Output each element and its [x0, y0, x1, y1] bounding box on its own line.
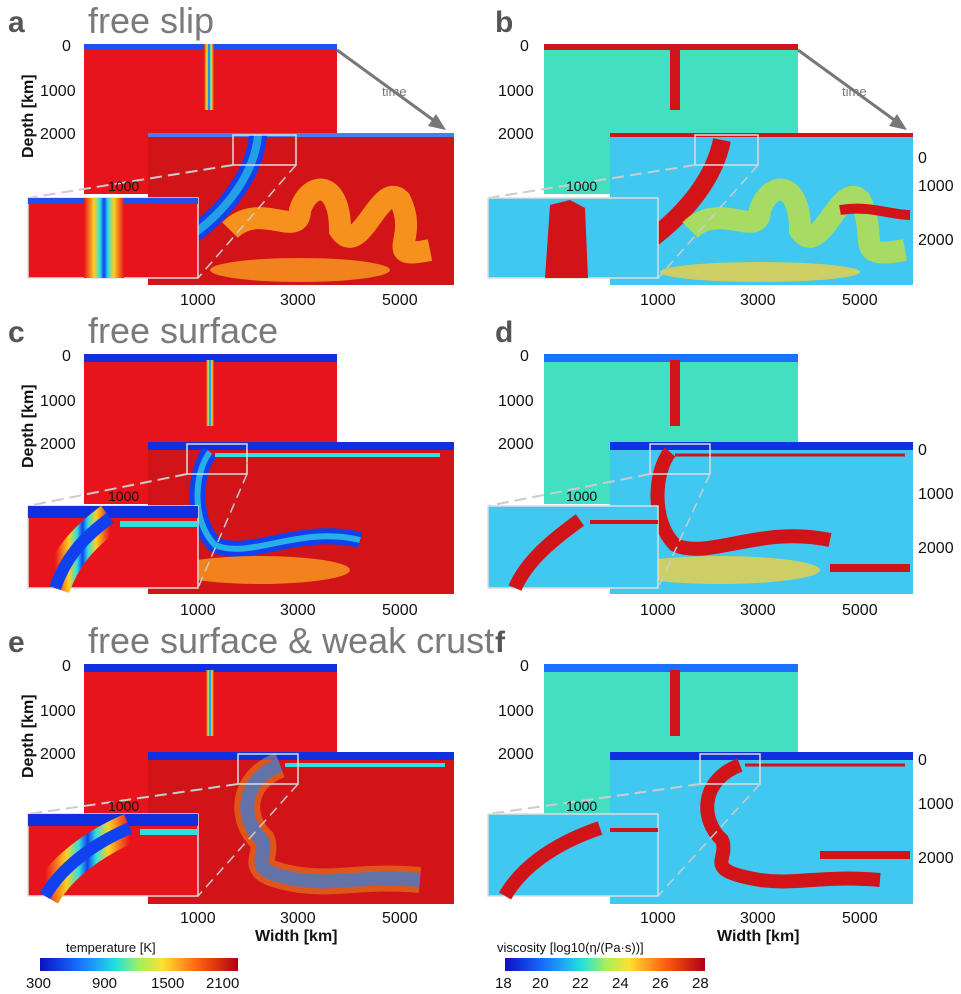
- temp-tick-2100: 2100: [206, 975, 240, 992]
- width-tick-b-5000: 5000: [842, 292, 878, 309]
- width-label-f: Width [km]: [717, 928, 800, 945]
- panel-f: [487, 664, 913, 904]
- panel-b: [487, 44, 913, 285]
- zoom-tick-f: 1000: [566, 798, 598, 814]
- depth-tick-c-1000: 1000: [40, 393, 76, 410]
- panel-a: [27, 44, 454, 285]
- right-tick-d-1000: 1000: [918, 486, 954, 503]
- depth-label-a: Depth [km]: [20, 74, 37, 158]
- depth-tick-c-2000: 2000: [40, 436, 76, 453]
- width-tick-c-3000: 3000: [280, 602, 316, 619]
- visc-tick-18: 18: [495, 975, 512, 992]
- depth-tick-a-1000: 1000: [40, 83, 76, 100]
- width-tick-a-1000: 1000: [180, 292, 216, 309]
- width-tick-f-1000: 1000: [640, 910, 676, 927]
- panel-letter-e: e: [8, 626, 25, 659]
- temp-tick-900: 900: [92, 975, 118, 992]
- width-label-e: Width [km]: [255, 928, 338, 945]
- depth-tick-c-0: 0: [62, 348, 71, 365]
- depth-tick-b-1000: 1000: [498, 83, 534, 100]
- right-tick-f-0: 0: [918, 752, 927, 769]
- visc-tick-24: 24: [612, 975, 629, 992]
- width-tick-a-5000: 5000: [382, 292, 418, 309]
- width-tick-f-5000: 5000: [842, 910, 878, 927]
- right-tick-b-0: 0: [918, 150, 927, 167]
- width-tick-a-3000: 3000: [280, 292, 316, 309]
- depth-tick-d-0: 0: [520, 348, 529, 365]
- zoom-tick-b: 1000: [566, 178, 598, 194]
- depth-tick-d-1000: 1000: [498, 393, 534, 410]
- zoom-tick-d: 1000: [566, 488, 598, 504]
- panel-letter-a: a: [8, 6, 25, 39]
- visc-tick-26: 26: [652, 975, 669, 992]
- right-tick-d-0: 0: [918, 442, 927, 459]
- visc-tick-20: 20: [532, 975, 549, 992]
- title-free-slip: free slip: [88, 0, 215, 41]
- panel-c: [27, 354, 454, 594]
- width-tick-b-3000: 3000: [740, 292, 776, 309]
- width-tick-e-5000: 5000: [382, 910, 418, 927]
- panel-letter-b: b: [495, 6, 514, 39]
- panel-e: [27, 664, 454, 904]
- panel-letter-f: f: [495, 626, 505, 659]
- right-tick-b-1000: 1000: [918, 178, 954, 195]
- depth-tick-a-2000: 2000: [40, 126, 76, 143]
- zoom-tick-e: 1000: [108, 798, 140, 814]
- width-tick-d-5000: 5000: [842, 602, 878, 619]
- depth-tick-d-2000: 2000: [498, 436, 534, 453]
- depth-tick-e-1000: 1000: [40, 703, 76, 720]
- temperature-colorbar-label: temperature [K]: [66, 940, 156, 955]
- width-tick-d-3000: 3000: [740, 602, 776, 619]
- time-label-a: time: [382, 84, 407, 99]
- width-tick-b-1000: 1000: [640, 292, 676, 309]
- depth-tick-f-2000: 2000: [498, 746, 534, 763]
- depth-tick-e-0: 0: [62, 658, 71, 675]
- width-tick-e-3000: 3000: [280, 910, 316, 927]
- panel-letter-c: c: [8, 316, 25, 349]
- temp-tick-300: 300: [26, 975, 52, 992]
- panel-d: [487, 354, 913, 594]
- depth-tick-b-2000: 2000: [498, 126, 534, 143]
- depth-tick-a-0: 0: [62, 38, 71, 55]
- depth-label-c: Depth [km]: [20, 384, 37, 468]
- temp-tick-1500: 1500: [151, 975, 185, 992]
- temperature-colorbar: [40, 958, 238, 971]
- right-tick-f-1000: 1000: [918, 796, 954, 813]
- depth-label-e: Depth [km]: [20, 694, 37, 778]
- visc-tick-28: 28: [692, 975, 709, 992]
- width-tick-c-5000: 5000: [382, 602, 418, 619]
- right-tick-d-2000: 2000: [918, 540, 954, 557]
- width-tick-e-1000: 1000: [180, 910, 216, 927]
- zoom-tick-c: 1000: [108, 488, 140, 504]
- time-label-b: time: [842, 84, 867, 99]
- depth-tick-f-0: 0: [520, 658, 529, 675]
- viscosity-colorbar: [505, 958, 705, 971]
- viscosity-colorbar-label: viscosity [log10(η/(Pa·s))]: [497, 940, 644, 955]
- right-tick-f-2000: 2000: [918, 850, 954, 867]
- zoom-tick-a: 1000: [108, 178, 140, 194]
- depth-tick-e-2000: 2000: [40, 746, 76, 763]
- depth-tick-b-0: 0: [520, 38, 529, 55]
- panel-letter-d: d: [495, 316, 514, 349]
- width-tick-c-1000: 1000: [180, 602, 216, 619]
- visc-tick-22: 22: [572, 975, 589, 992]
- depth-tick-f-1000: 1000: [498, 703, 534, 720]
- right-tick-b-2000: 2000: [918, 232, 954, 249]
- title-free-surface: free surface: [88, 310, 279, 351]
- title-free-surface-weak-crust: free surface & weak crust: [88, 620, 495, 661]
- width-tick-d-1000: 1000: [640, 602, 676, 619]
- width-tick-f-3000: 3000: [740, 910, 776, 927]
